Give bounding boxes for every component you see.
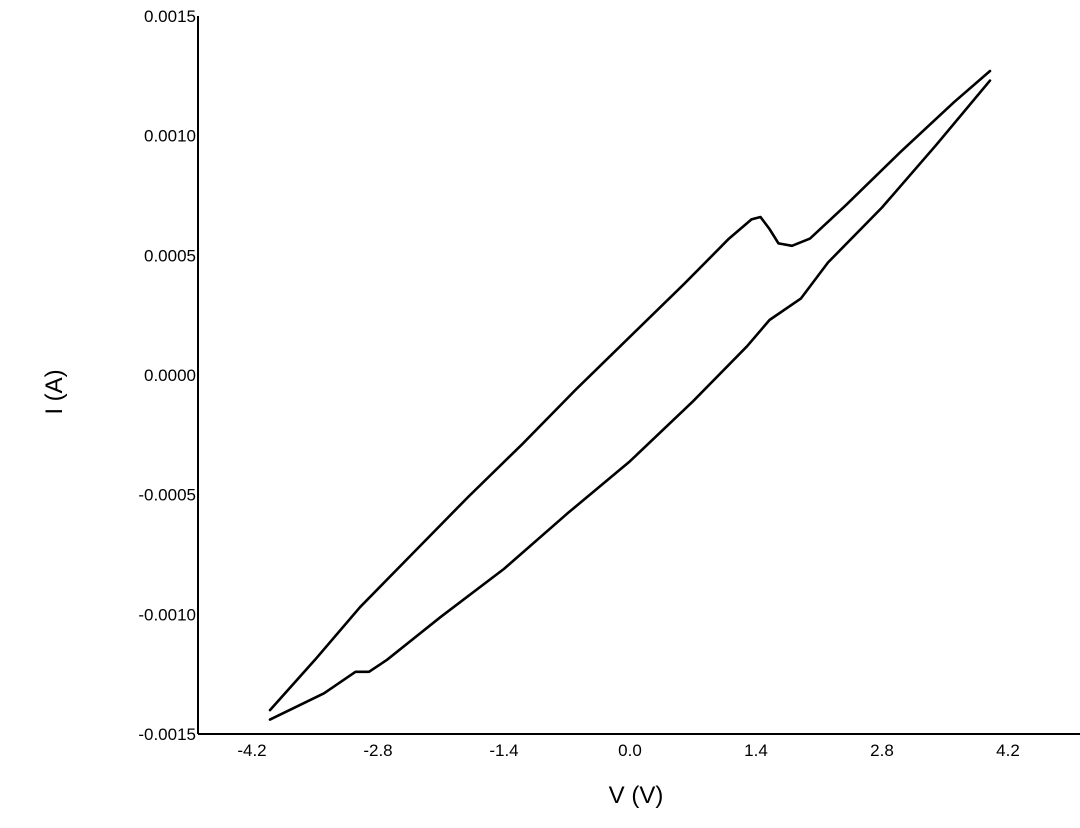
y-tick-label: -0.0010 [138, 605, 196, 624]
x-tick-label: 0.0 [618, 741, 642, 760]
x-tick-label: 1.4 [744, 741, 768, 760]
x-tick-label: 2.8 [870, 741, 894, 760]
x-tick-label: -1.4 [489, 741, 518, 760]
series-line-2 [268, 69, 992, 712]
y-tick-label: 0.0000 [144, 366, 196, 385]
x-tick-label: -2.8 [363, 741, 392, 760]
y-tick-label: 0.0010 [144, 127, 196, 146]
x-tick-label: 4.2 [996, 741, 1020, 760]
x-axis-title: V (V) [609, 782, 664, 809]
y-tick-label: 0.0015 [144, 7, 196, 26]
x-tick-label: -4.2 [237, 741, 266, 760]
y-axis-title: I (A) [41, 369, 68, 414]
y-tick-label: -0.0005 [138, 486, 196, 505]
tick-labels: -4.2 -2.8 -1.4 0.0 1.4 2.8 4.2 0.0015 0.0010 0.00… [138, 7, 1019, 760]
plot-area [268, 69, 992, 721]
y-tick-label: 0.0005 [144, 246, 196, 265]
y-tick-label: -0.0015 [138, 725, 196, 744]
series-line-1 [268, 79, 992, 721]
axes [197, 16, 1080, 735]
